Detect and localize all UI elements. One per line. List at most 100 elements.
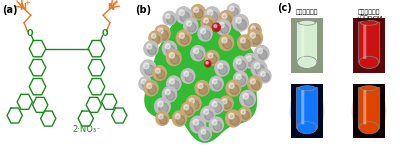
Circle shape bbox=[191, 5, 205, 20]
Ellipse shape bbox=[359, 56, 379, 68]
Circle shape bbox=[179, 33, 184, 38]
Circle shape bbox=[229, 113, 234, 119]
Circle shape bbox=[205, 60, 211, 67]
Circle shape bbox=[205, 111, 213, 120]
Circle shape bbox=[176, 30, 191, 46]
Circle shape bbox=[250, 79, 256, 84]
Circle shape bbox=[154, 98, 170, 115]
Circle shape bbox=[180, 12, 190, 22]
Circle shape bbox=[166, 46, 175, 55]
Circle shape bbox=[199, 85, 208, 94]
Circle shape bbox=[167, 76, 181, 91]
Circle shape bbox=[230, 85, 239, 95]
Circle shape bbox=[158, 101, 163, 107]
Circle shape bbox=[181, 102, 195, 117]
Text: +: + bbox=[112, 0, 118, 6]
Circle shape bbox=[256, 65, 265, 75]
Circle shape bbox=[195, 50, 203, 59]
Circle shape bbox=[230, 8, 238, 16]
Circle shape bbox=[252, 81, 260, 90]
Text: N: N bbox=[108, 3, 115, 12]
Circle shape bbox=[152, 34, 156, 38]
Circle shape bbox=[185, 73, 193, 82]
Circle shape bbox=[219, 22, 224, 28]
Circle shape bbox=[251, 35, 260, 45]
Text: N: N bbox=[19, 3, 26, 12]
Circle shape bbox=[261, 72, 265, 76]
Circle shape bbox=[144, 81, 158, 96]
Circle shape bbox=[201, 129, 206, 134]
Circle shape bbox=[205, 50, 219, 65]
Circle shape bbox=[208, 10, 213, 16]
FancyBboxPatch shape bbox=[291, 84, 323, 138]
Circle shape bbox=[255, 46, 269, 61]
Circle shape bbox=[222, 37, 227, 43]
FancyBboxPatch shape bbox=[353, 84, 385, 138]
Circle shape bbox=[140, 60, 156, 77]
Circle shape bbox=[212, 23, 220, 32]
Circle shape bbox=[204, 18, 208, 23]
Circle shape bbox=[208, 12, 218, 22]
Circle shape bbox=[184, 105, 189, 110]
Circle shape bbox=[186, 95, 201, 111]
Circle shape bbox=[259, 50, 267, 59]
Ellipse shape bbox=[359, 122, 379, 134]
Circle shape bbox=[169, 53, 174, 58]
Circle shape bbox=[248, 76, 262, 91]
Circle shape bbox=[167, 16, 174, 24]
Text: (b): (b) bbox=[136, 5, 152, 15]
Circle shape bbox=[156, 70, 165, 79]
Circle shape bbox=[218, 64, 223, 69]
Circle shape bbox=[170, 81, 179, 90]
Circle shape bbox=[212, 79, 217, 84]
Ellipse shape bbox=[290, 84, 324, 138]
Circle shape bbox=[208, 53, 213, 58]
Circle shape bbox=[199, 127, 211, 141]
Ellipse shape bbox=[297, 122, 317, 134]
Circle shape bbox=[219, 11, 234, 26]
Polygon shape bbox=[144, 9, 258, 143]
Circle shape bbox=[251, 60, 267, 77]
Circle shape bbox=[170, 79, 174, 84]
Text: +: + bbox=[24, 0, 30, 6]
Circle shape bbox=[250, 33, 256, 38]
Circle shape bbox=[216, 20, 230, 35]
Circle shape bbox=[223, 15, 232, 24]
Circle shape bbox=[209, 55, 217, 64]
Text: ナノカプセル
+色素DCM: ナノカプセル +色素DCM bbox=[355, 9, 383, 21]
Circle shape bbox=[214, 25, 217, 28]
Circle shape bbox=[219, 35, 234, 50]
Circle shape bbox=[242, 40, 250, 49]
Circle shape bbox=[198, 83, 203, 88]
Circle shape bbox=[144, 41, 158, 56]
Ellipse shape bbox=[360, 86, 378, 91]
Circle shape bbox=[244, 95, 254, 105]
Circle shape bbox=[170, 55, 179, 64]
Text: ナノカプセル: ナノカプセル bbox=[296, 9, 318, 15]
Circle shape bbox=[234, 56, 248, 71]
Ellipse shape bbox=[360, 20, 378, 25]
Circle shape bbox=[190, 116, 206, 133]
Circle shape bbox=[159, 30, 168, 40]
Circle shape bbox=[147, 83, 152, 88]
Circle shape bbox=[223, 39, 232, 49]
FancyBboxPatch shape bbox=[353, 18, 385, 73]
Circle shape bbox=[188, 23, 196, 32]
Circle shape bbox=[206, 62, 210, 67]
Circle shape bbox=[234, 71, 248, 87]
Circle shape bbox=[191, 46, 205, 61]
Circle shape bbox=[148, 46, 156, 55]
Circle shape bbox=[229, 83, 234, 89]
Circle shape bbox=[233, 14, 248, 31]
Circle shape bbox=[254, 63, 260, 69]
Circle shape bbox=[162, 87, 177, 102]
Circle shape bbox=[236, 17, 241, 23]
Circle shape bbox=[156, 112, 169, 125]
Ellipse shape bbox=[352, 84, 386, 138]
Circle shape bbox=[237, 61, 246, 70]
FancyBboxPatch shape bbox=[363, 90, 366, 124]
Circle shape bbox=[258, 48, 262, 54]
Circle shape bbox=[223, 100, 232, 109]
Circle shape bbox=[220, 96, 233, 111]
Text: 2·NO₃⁻: 2·NO₃⁻ bbox=[73, 125, 101, 134]
